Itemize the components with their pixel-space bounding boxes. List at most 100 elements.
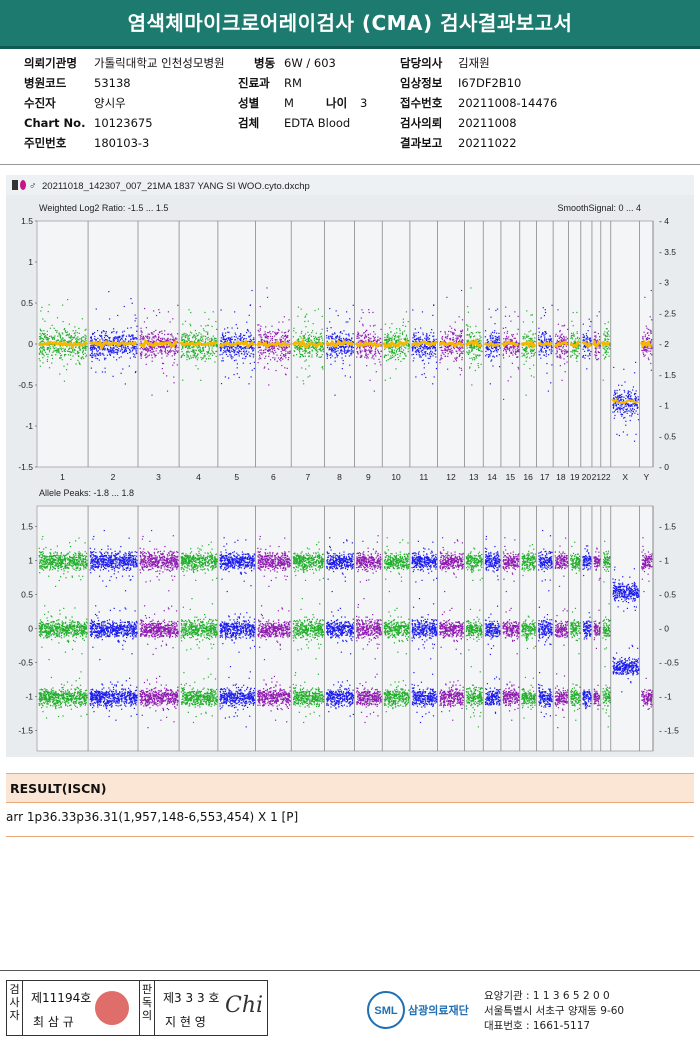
data-point xyxy=(229,347,231,350)
data-point xyxy=(459,334,461,336)
data-point xyxy=(383,339,386,341)
data-point xyxy=(77,338,79,340)
data-point xyxy=(258,324,260,326)
data-point xyxy=(506,344,509,346)
data-point xyxy=(213,337,216,339)
data-point xyxy=(338,339,341,341)
data-point xyxy=(238,355,240,357)
data-point xyxy=(321,315,323,318)
data-point xyxy=(63,328,65,331)
data-point xyxy=(48,335,51,338)
data-point xyxy=(188,347,190,349)
data-point xyxy=(487,347,489,349)
data-point xyxy=(587,355,589,357)
data-point xyxy=(183,354,185,357)
data-point xyxy=(314,337,316,339)
data-point xyxy=(211,349,213,351)
data-point xyxy=(39,329,42,332)
data-point xyxy=(117,339,119,341)
data-point xyxy=(39,328,41,330)
data-point xyxy=(469,351,471,353)
data-point xyxy=(41,332,44,335)
data-point xyxy=(315,337,318,339)
data-point xyxy=(260,334,262,336)
data-point xyxy=(269,349,272,351)
data-point xyxy=(237,344,239,346)
data-point xyxy=(414,328,416,330)
data-point xyxy=(168,345,170,347)
smooth-signal-line xyxy=(354,340,382,349)
data-point xyxy=(334,351,337,353)
data-point xyxy=(513,347,515,350)
data-point xyxy=(475,357,478,359)
data-point xyxy=(395,368,397,370)
data-point xyxy=(559,365,561,367)
data-point xyxy=(505,327,507,329)
data-point xyxy=(109,354,112,356)
data-point xyxy=(320,356,323,358)
data-point xyxy=(285,345,288,347)
data-point xyxy=(303,349,305,352)
data-point xyxy=(350,351,352,353)
data-point xyxy=(244,347,246,349)
data-point xyxy=(168,333,170,335)
data-point xyxy=(446,350,448,352)
data-point xyxy=(489,355,491,357)
data-point xyxy=(167,346,169,348)
data-point xyxy=(52,347,55,349)
data-point xyxy=(151,333,153,335)
data-point xyxy=(336,354,338,356)
data-point xyxy=(306,340,309,343)
data-point xyxy=(113,352,115,354)
data-point xyxy=(514,349,517,351)
data-point xyxy=(370,350,373,352)
data-point xyxy=(92,333,95,335)
data-point xyxy=(225,338,227,341)
data-point xyxy=(631,398,633,400)
data-point xyxy=(349,318,351,320)
data-point xyxy=(476,354,478,356)
data-point xyxy=(362,325,364,327)
data-point xyxy=(617,384,620,386)
data-point xyxy=(148,333,151,335)
data-point xyxy=(322,342,324,344)
data-point xyxy=(234,346,236,349)
data-point xyxy=(226,349,228,351)
data-point xyxy=(374,324,376,326)
data-point xyxy=(274,331,276,334)
data-point xyxy=(222,338,225,341)
data-point xyxy=(262,352,264,354)
data-point xyxy=(397,340,399,342)
data-point xyxy=(508,336,510,338)
data-point xyxy=(317,338,319,340)
data-point xyxy=(490,346,493,348)
data-point xyxy=(586,368,588,370)
data-point xyxy=(334,394,336,396)
data-point xyxy=(396,348,398,350)
data-point xyxy=(642,352,644,354)
data-point xyxy=(432,345,435,347)
data-point xyxy=(38,352,40,354)
data-point xyxy=(494,346,496,348)
data-point xyxy=(597,358,600,360)
data-point xyxy=(433,339,435,341)
data-point xyxy=(285,331,287,334)
data-point xyxy=(43,349,45,351)
data-point xyxy=(587,349,589,351)
data-point xyxy=(125,350,127,352)
data-point xyxy=(275,341,277,343)
data-point xyxy=(281,340,283,343)
data-point xyxy=(608,330,610,332)
data-point xyxy=(223,338,225,340)
data-point xyxy=(433,335,435,337)
data-point xyxy=(547,353,550,356)
data-point xyxy=(278,346,280,348)
data-point xyxy=(198,345,200,347)
data-point xyxy=(572,346,575,348)
data-point xyxy=(237,345,240,347)
data-point xyxy=(498,339,501,341)
data-point xyxy=(280,339,282,341)
data-point xyxy=(333,351,335,353)
data-point xyxy=(523,363,525,365)
data-point xyxy=(491,341,494,343)
